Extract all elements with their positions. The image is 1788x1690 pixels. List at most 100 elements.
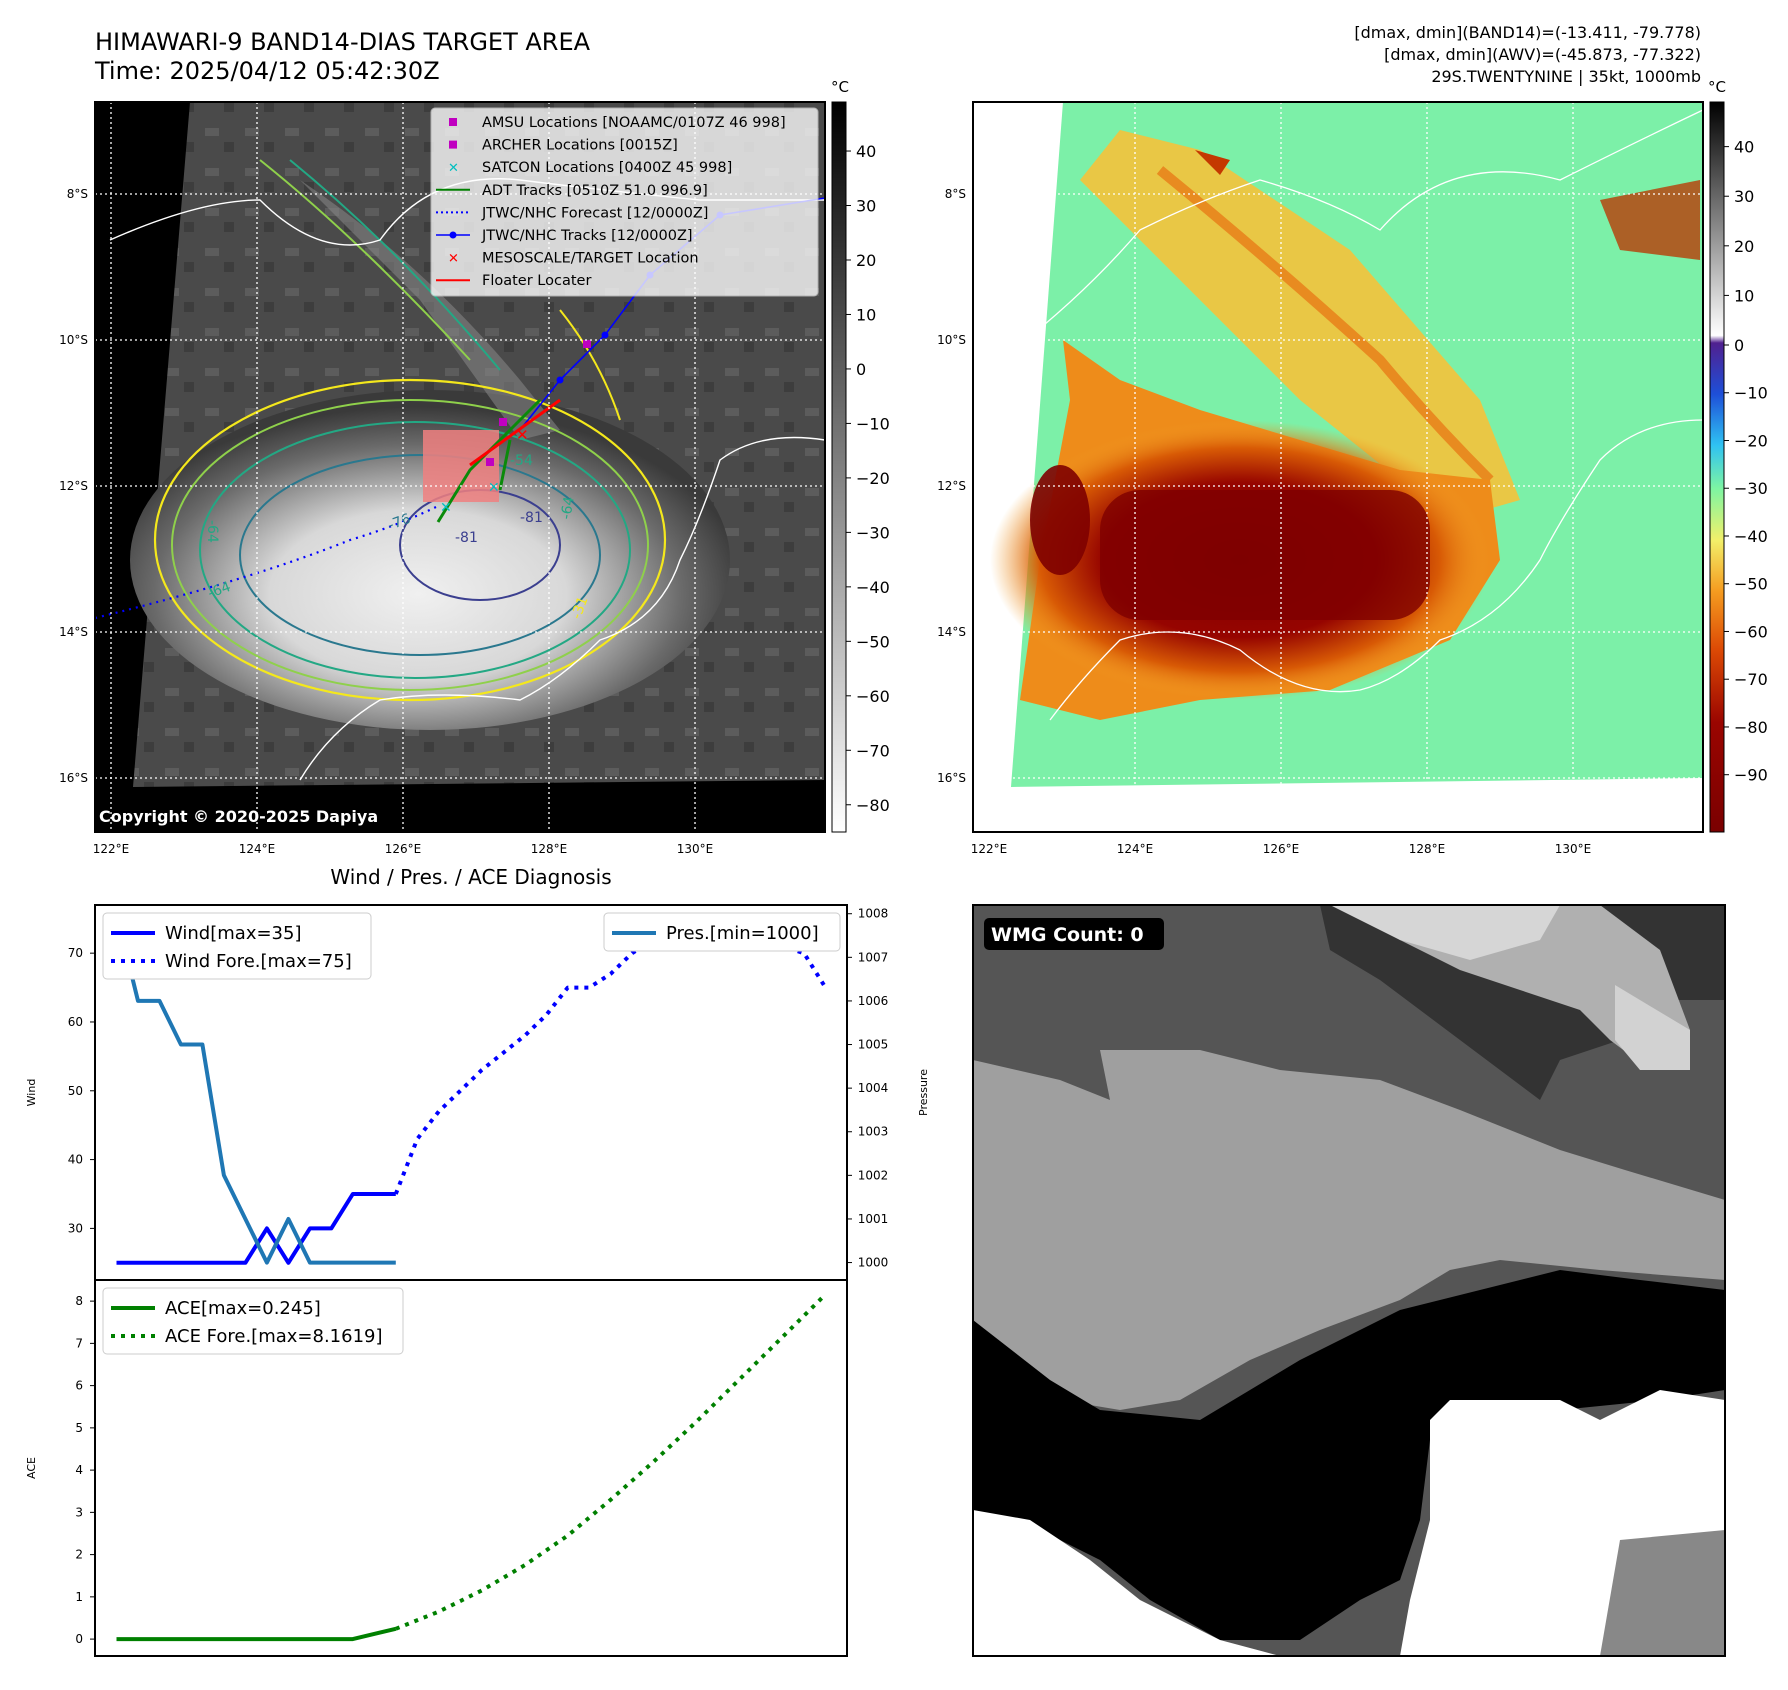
y-tick-label: 8 <box>75 1294 83 1308</box>
lat-tick-label: 16°S <box>937 771 966 785</box>
ir-colorbar-tick: 10 <box>856 305 876 324</box>
awv-colorbar-tick: 10 <box>1734 286 1754 305</box>
legend-label: JTWC/NHC Forecast [12/0000Z] <box>481 205 708 221</box>
ir-colorbar-tick: 0 <box>856 360 866 379</box>
awv-map-panel: °C 40 30 20 10 0 −10 −20 −30 −40 −50 −60 −70 −80 −90 <box>972 78 1768 833</box>
y-axis-label: ACE <box>25 1457 38 1479</box>
svg-text:✕: ✕ <box>448 161 459 176</box>
awv-colorbar-tick: −20 <box>1734 431 1768 450</box>
legend-entry: ADT Tracks [0510Z 51.0 996.9] <box>436 183 708 199</box>
y-tick-label: 50 <box>68 1084 83 1098</box>
y-right-tick-label: 1004 <box>858 1081 889 1095</box>
contour-label: -54 <box>510 453 533 469</box>
legend-entry: JTWC/NHC Tracks [12/0000Z] <box>436 228 693 244</box>
y-right-tick-label: 1005 <box>858 1038 889 1052</box>
awv-colorbar-ticks: 40 30 20 10 0 −10 −20 −30 −40 −50 −60 −70 −80 −90 <box>1724 138 1768 785</box>
lat-tick-label: 8°S <box>945 187 966 201</box>
legend-entry: ✕ SATCON Locations [0400Z 45 998] <box>448 160 732 176</box>
y-right-axis-label: Pressure <box>917 1069 930 1116</box>
ir-colorbar <box>831 101 847 833</box>
legend-label: AMSU Locations [NOAAMC/0107Z 46 998] <box>482 115 786 131</box>
chart-legend: Pres.[min=1000] <box>603 912 841 952</box>
awv-colorbar-tick: 20 <box>1734 237 1754 256</box>
wind-pressure-chart: 30 40 50 60 70 Wind 1000 1001 1002 1003 1004 1005 10… <box>25 904 930 1281</box>
ir-colorbar-tick: −80 <box>856 796 890 815</box>
awv-colorbar-tick: 30 <box>1734 187 1754 206</box>
series-line <box>116 1626 397 1642</box>
awv-colorbar-tick: −80 <box>1734 718 1768 737</box>
lon-tick-label: 128°E <box>531 842 568 856</box>
awv-coastline-australia <box>1049 419 1703 721</box>
chart-legend: Wind[max=35] Wind Fore.[max=75] <box>102 912 372 980</box>
svg-text:✕: ✕ <box>516 426 529 444</box>
contour-label: -76 <box>386 511 413 534</box>
lon-tick-label: 130°E <box>677 842 714 856</box>
awv-colorbar-tick: −90 <box>1734 766 1768 785</box>
y-right-tick-label: 1001 <box>858 1212 889 1226</box>
ir-colorbar-unit: °C <box>831 78 849 96</box>
awv-colorbar-tick: −10 <box>1734 384 1768 403</box>
legend-entry: Floater Locater <box>436 273 591 289</box>
y-right-tick-label: 1007 <box>858 950 889 964</box>
legend-label: Wind Fore.[max=75] <box>165 951 352 972</box>
copyright-text: Copyright © 2020-2025 Dapiya <box>99 807 378 826</box>
legend-label: Floater Locater <box>482 273 591 289</box>
contour-label: -81 <box>455 530 478 546</box>
lat-tick-label: 10°S <box>937 333 966 347</box>
lat-tick-label: 16°S <box>59 771 88 785</box>
lon-tick-label: 124°E <box>239 842 276 856</box>
y-right-tick-label: 1008 <box>858 907 889 921</box>
ir-storm-cloud-shield <box>130 390 730 730</box>
series-line <box>395 1292 827 1631</box>
lat-tick-label: 8°S <box>67 187 88 201</box>
lon-tick-label: 126°E <box>385 842 422 856</box>
legend-label: Wind[max=35] <box>165 923 302 944</box>
lon-tick-label: 128°E <box>1409 842 1446 856</box>
ir-colorbar-tick: −30 <box>856 523 890 542</box>
contour-label: -64 <box>204 520 220 543</box>
lon-tick-label: 130°E <box>1555 842 1592 856</box>
legend-label: ADT Tracks [0510Z 51.0 996.9] <box>482 183 708 199</box>
awv-colorbar-tick: −40 <box>1734 527 1768 546</box>
wmg-panel: WMG Count: 0 <box>972 904 1726 1657</box>
info-line2: [dmax, dmin](AWV)=(-45.873, -77.322) <box>1384 45 1701 64</box>
awv-colorbar <box>1709 101 1725 833</box>
legend-label: SATCON Locations [0400Z 45 998] <box>482 160 732 176</box>
lat-tick-label: 12°S <box>937 479 966 493</box>
info-line1: [dmax, dmin](BAND14)=(-13.411, -79.778) <box>1354 23 1701 42</box>
awv-colorbar-tick: −50 <box>1734 575 1768 594</box>
lat-tick-label: 14°S <box>937 625 966 639</box>
contour-label: -31 <box>569 594 592 621</box>
awv-colorbar-tick: −70 <box>1734 670 1768 689</box>
y-right-tick-label: 1006 <box>858 994 889 1008</box>
ir-colorbar-ticks: 40 30 20 10 0 −10 −20 −30 −40 −50 −60 −70 −80 <box>846 142 890 815</box>
y-tick-label: 2 <box>75 1548 83 1562</box>
map-axis-labels: 122°E 124°E 126°E 128°E 130°E 8°S 10°S 12°S 14°S… <box>59 187 1591 856</box>
y-tick-label: 40 <box>68 1153 83 1167</box>
awv-coastline-north <box>999 109 1703 361</box>
ir-colorbar-tick: −40 <box>856 578 890 597</box>
contour-yellow <box>153 378 667 702</box>
awv-colorbar-unit: °C <box>1708 78 1726 96</box>
lon-tick-label: 122°E <box>93 842 130 856</box>
contour-lightgreen <box>171 399 649 691</box>
ir-colorbar-tick: −10 <box>856 414 890 433</box>
awv-colorbar-tick: 0 <box>1734 336 1744 355</box>
y-tick-label: 1 <box>75 1590 83 1604</box>
wmg-count-badge: WMG Count: 0 <box>991 924 1144 946</box>
svg-text:✕: ✕ <box>440 500 452 516</box>
y-tick-label: 3 <box>75 1505 83 1519</box>
legend-label: ACE[max=0.245] <box>165 1298 321 1319</box>
lon-tick-label: 122°E <box>971 842 1008 856</box>
legend-label: ARCHER Locations [0015Z] <box>482 138 678 154</box>
chart-legend: ACE[max=0.245] ACE Fore.[max=8.1619] <box>102 1287 404 1355</box>
figure-title-line2: Time: 2025/04/12 05:42:30Z <box>94 57 440 85</box>
y-tick-label: 5 <box>75 1421 83 1435</box>
info-line3: 29S.TWENTYNINE | 35kt, 1000mb <box>1431 67 1701 86</box>
awv-colorbar-tick: −30 <box>1734 479 1768 498</box>
ir-colorbar-tick: 20 <box>856 251 876 270</box>
y-right-tick-label: 1002 <box>858 1168 889 1182</box>
series-line <box>116 1192 396 1265</box>
contour-blue <box>239 454 601 656</box>
